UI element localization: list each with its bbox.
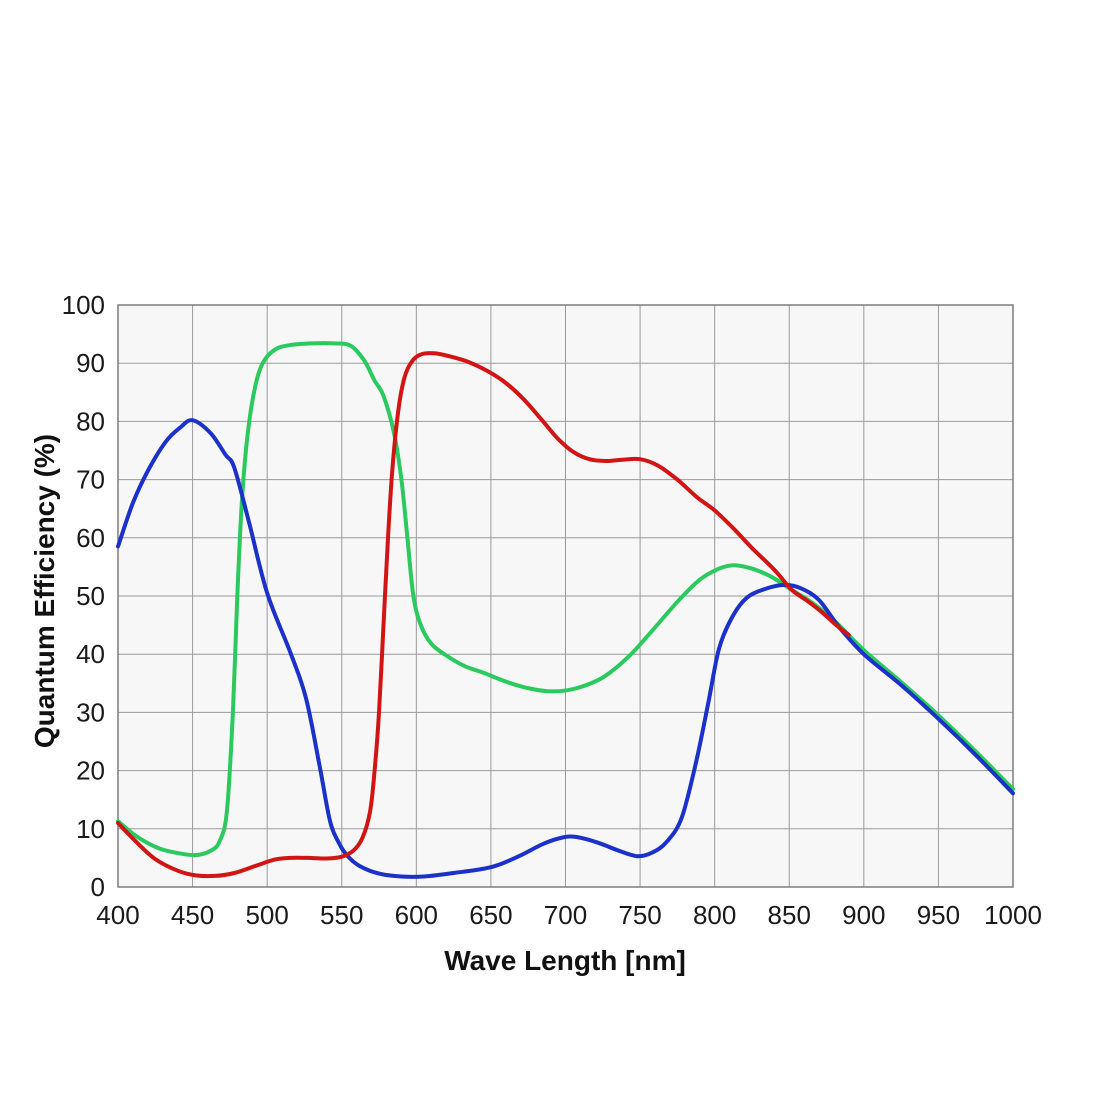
x-tick-label: 550 [320,900,363,930]
x-tick-label: 750 [618,900,661,930]
gridlines [118,305,1013,887]
x-tick-label: 800 [693,900,736,930]
plot-frame [117,304,1014,888]
x-tick-label: 700 [544,900,587,930]
x-tick-label: 450 [171,900,214,930]
green-channel-curve [116,341,1015,858]
y-tick-label: 30 [76,697,105,727]
y-tick-label: 90 [76,348,105,378]
x-tick-label: 900 [842,900,885,930]
x-tick-label: 400 [96,900,139,930]
tick-labels: 400 450 500 550 600 650 700 750 800 850 900 950 1000… [62,290,1042,930]
data-series [116,341,1015,879]
x-tick-label: 650 [469,900,512,930]
plot-border [117,304,1014,888]
x-tick-label: 500 [245,900,288,930]
y-tick-label: 70 [76,465,105,495]
y-tick-label: 50 [76,581,105,611]
y-tick-label: 40 [76,639,105,669]
x-tick-label: 950 [917,900,960,930]
y-tick-label: 0 [91,872,105,902]
red-channel-curve [116,351,851,879]
x-tick-label: 850 [768,900,811,930]
x-axis-title: Wave Length [nm] [444,945,686,976]
y-tick-label: 20 [76,756,105,786]
y-axis-title: Quantum Efficiency (%) [29,434,60,748]
y-tick-label: 60 [76,523,105,553]
y-tick-label: 80 [76,406,105,436]
y-tick-label: 10 [76,814,105,844]
y-tick-label: 100 [62,290,105,320]
x-tick-label: 600 [395,900,438,930]
x-tick-label: 1000 [984,900,1042,930]
